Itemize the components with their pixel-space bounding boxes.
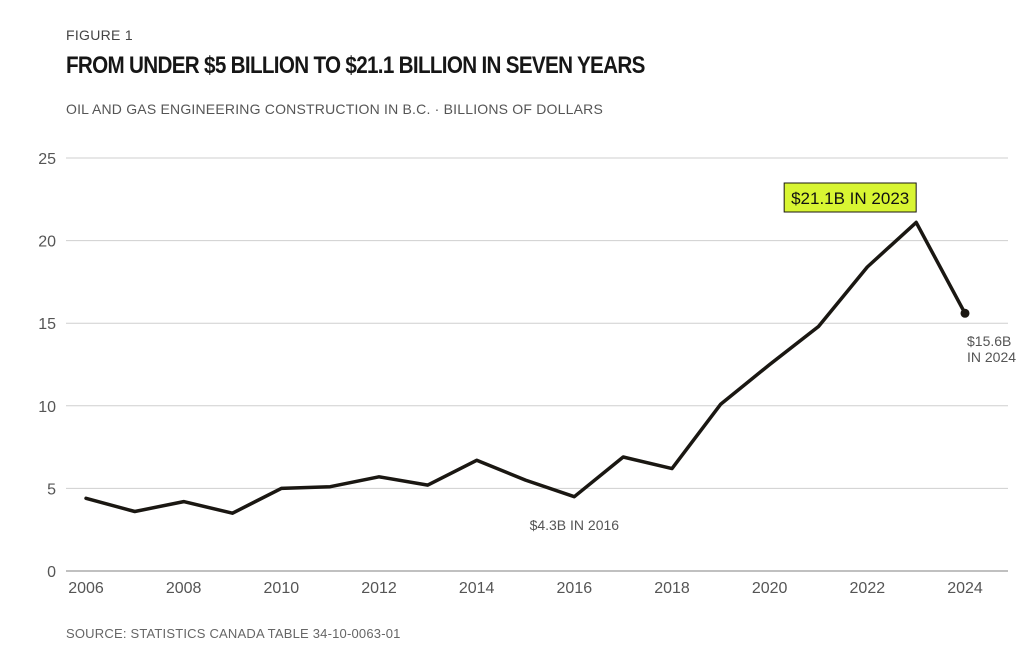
figure-label: FIGURE 1 bbox=[66, 27, 133, 43]
peak-callout: $21.1B IN 2023 bbox=[783, 182, 917, 213]
x-tick-label: 2016 bbox=[557, 580, 593, 597]
x-tick-label: 2010 bbox=[264, 580, 300, 597]
y-tick-label: 20 bbox=[38, 234, 56, 251]
x-tick-label: 2008 bbox=[166, 580, 202, 597]
x-tick-label: 2012 bbox=[361, 580, 397, 597]
low-point-annotation: $4.3B IN 2016 bbox=[530, 517, 620, 533]
x-tick-label: 2022 bbox=[850, 580, 886, 597]
y-tick-label: 10 bbox=[38, 399, 56, 416]
x-axis-ticks: 2006 2008 2010 2012 2014 2016 2018 2020 2022 2024 bbox=[68, 580, 983, 597]
peak-callout-label: $21.1B IN 2023 bbox=[791, 189, 909, 208]
y-axis-ticks: 0 5 10 15 20 25 bbox=[38, 151, 56, 581]
x-tick-label: 2020 bbox=[752, 580, 788, 597]
last-point-annotation-year: IN 2024 bbox=[967, 349, 1016, 365]
y-tick-label: 5 bbox=[47, 481, 56, 498]
x-tick-label: 2014 bbox=[459, 580, 495, 597]
y-tick-label: 0 bbox=[47, 564, 56, 581]
x-tick-label: 2024 bbox=[947, 580, 983, 597]
peak-callout-box bbox=[783, 182, 917, 213]
gridlines bbox=[66, 157, 1008, 572]
chart-subtitle: OIL AND GAS ENGINEERING CONSTRUCTION IN … bbox=[66, 101, 603, 117]
y-tick-label: 15 bbox=[38, 316, 56, 333]
series-line bbox=[84, 220, 967, 515]
x-tick-label: 2018 bbox=[654, 580, 690, 597]
source-note: SOURCE: STATISTICS CANADA TABLE 34-10-00… bbox=[66, 626, 401, 641]
last-point-annotation-value: $15.6B bbox=[967, 333, 1011, 349]
x-tick-label: 2006 bbox=[68, 580, 104, 597]
last-point-marker bbox=[960, 308, 970, 318]
y-tick-label: 25 bbox=[38, 151, 56, 168]
chart-title: FROM UNDER $5 BILLION TO $21.1 BILLION I… bbox=[66, 52, 645, 79]
